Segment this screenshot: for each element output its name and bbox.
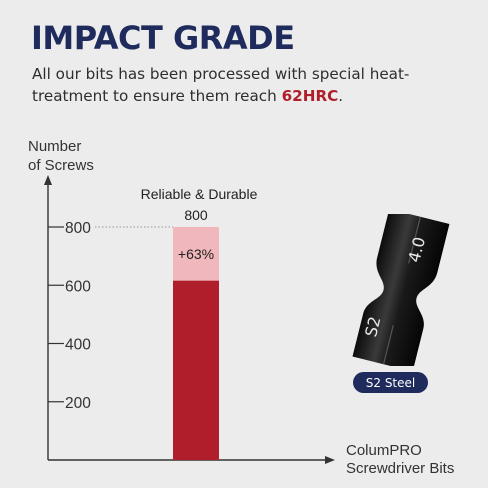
x-axis-arrow xyxy=(325,456,335,464)
y-tick-label: 800 xyxy=(65,220,91,237)
x-axis-label: Screwdriver Bits xyxy=(346,460,454,477)
bar-header-label: Reliable & Durable xyxy=(141,186,258,202)
total-data-label: 800 xyxy=(184,207,208,223)
y-tick-label: 600 xyxy=(65,278,91,295)
screwdriver-bit-image: 4.0 S2 xyxy=(352,214,450,366)
y-tick-label: 200 xyxy=(65,395,91,412)
increase-data-label: +63% xyxy=(178,246,214,262)
page-title: IMPACT GRADE xyxy=(31,19,295,57)
bar-base xyxy=(173,280,219,460)
subtitle-text: All our bits has been processed with spe… xyxy=(32,65,410,105)
y-tick-label: 400 xyxy=(65,337,91,354)
y-axis-label: Number xyxy=(28,138,81,155)
x-axis-label: ColumPRO xyxy=(346,442,422,459)
s2-steel-badge: S2 Steel xyxy=(353,372,428,393)
bit-steel-marking: S2 xyxy=(361,315,384,339)
bar-increase xyxy=(173,227,219,281)
page-subtitle: All our bits has been processed with spe… xyxy=(32,63,472,107)
y-axis-arrow xyxy=(44,175,52,185)
subtitle-end: . xyxy=(338,87,344,105)
y-axis-label: of Screws xyxy=(28,157,94,174)
hardness-highlight: 62HRC xyxy=(281,87,339,105)
